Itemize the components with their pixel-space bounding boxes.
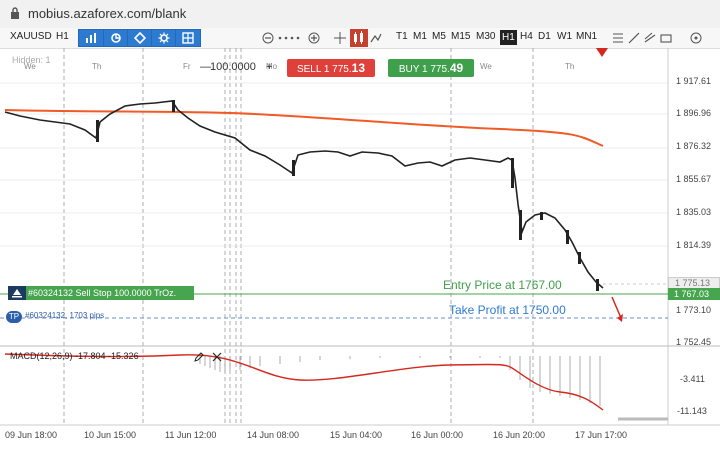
buy-price-big: 49 — [449, 61, 464, 75]
scroll-marker-icon — [596, 48, 608, 57]
lock-icon — [11, 7, 19, 19]
browser-address-bar: mobius.azaforex.com/blank — [0, 0, 720, 29]
crosshair-icon[interactable] — [334, 32, 346, 44]
tf-H4[interactable]: H4 — [520, 31, 533, 42]
channel-icon[interactable] — [644, 32, 656, 44]
price-tick: 1 896.96 — [676, 108, 712, 118]
trendline-icon[interactable] — [628, 32, 640, 44]
macd-histogram — [199, 356, 601, 406]
macd-tick: -11.143 — [677, 406, 707, 416]
day-label-we2: We — [480, 62, 492, 71]
price-tick: 1 876.32 — [676, 141, 712, 151]
tf-M15[interactable]: M15 — [451, 31, 471, 42]
time-tick: 09 Jun 18:00 — [5, 430, 58, 440]
diamond-icon — [134, 32, 146, 44]
grid-button[interactable] — [175, 29, 201, 47]
grid-icon — [182, 32, 194, 44]
tf-T1[interactable]: T1 — [396, 31, 408, 42]
pencil-icon[interactable] — [194, 352, 204, 362]
tf-M1[interactable]: M1 — [413, 31, 427, 42]
macd-signal-line — [4, 353, 604, 411]
tf-MN1[interactable]: MN1 — [576, 31, 598, 42]
price-tick: 1 855.67 — [676, 174, 712, 184]
hidden-label: Hidden: 1 — [12, 55, 51, 65]
symbol-label[interactable]: XAUUSD — [10, 31, 52, 42]
chart-type-button[interactable] — [78, 29, 104, 47]
time-tick: 16 Jun 00:00 — [411, 430, 464, 440]
zoom-out-icon[interactable] — [262, 32, 274, 44]
tf-D1[interactable]: D1 — [538, 31, 551, 42]
entry-arrow — [611, 296, 622, 319]
zoom-in-icon[interactable] — [308, 32, 320, 44]
tf-M30[interactable]: M30 — [476, 31, 496, 42]
url-text[interactable]: mobius.azaforex.com/blank — [28, 6, 187, 21]
tf-M5[interactable]: M5 — [432, 31, 446, 42]
price-chart[interactable] — [0, 48, 720, 449]
price-tick: 1 773.10 — [676, 305, 712, 315]
rectangle-icon[interactable] — [660, 32, 672, 44]
moving-average-line — [4, 109, 604, 147]
day-label-we: We — [24, 62, 36, 71]
price-series — [4, 100, 604, 289]
lot-size-input[interactable]: 100.0000 — [210, 61, 256, 73]
drawing-tools-button[interactable] — [127, 29, 153, 47]
day-label-mo: Mo — [266, 62, 278, 71]
order-price-badge: 1 767.03 — [668, 288, 720, 300]
order-icon[interactable] — [8, 286, 26, 300]
bar-chart-icon — [86, 33, 96, 43]
tp-info: #60324132, 1703 pips — [25, 311, 105, 320]
sell-button[interactable]: SELL 1 775.13 — [287, 59, 375, 77]
gear-icon — [158, 32, 170, 44]
macd-label: MACD(12,26,9) -17.804 -15.326 — [10, 351, 139, 361]
order-label[interactable]: #60324132 Sell Stop 100.0000 TrOz. — [8, 286, 194, 300]
macd-tick: -3.411 — [680, 374, 705, 384]
line-mode-icon[interactable] — [370, 32, 382, 44]
sell-price-small: 1 775. — [323, 64, 352, 75]
timeframe-label[interactable]: H1 — [56, 31, 69, 42]
buy-button[interactable]: BUY 1 775.49 — [388, 59, 474, 77]
price-tick: 1 814.39 — [676, 240, 712, 250]
sell-price-big: 13 — [351, 61, 366, 75]
lot-minus-button[interactable]: — — [200, 61, 211, 73]
fibonacci-icon[interactable] — [612, 32, 624, 44]
price-tick: 1 752.45 — [676, 337, 712, 347]
tf-W1[interactable]: W1 — [557, 31, 572, 42]
buy-price-small: 1 775. — [422, 64, 450, 75]
price-grid — [0, 82, 668, 247]
settings-button[interactable] — [151, 29, 177, 47]
close-icon[interactable] — [212, 352, 222, 362]
arrow-head-icon — [617, 314, 623, 322]
indicators-button[interactable] — [103, 29, 129, 47]
zoom-slider-icon[interactable] — [278, 36, 304, 40]
time-tick: 17 Jun 17:00 — [575, 430, 628, 440]
lot-plus-button[interactable]: + — [266, 61, 273, 73]
time-tick: 16 Jun 20:00 — [493, 430, 546, 440]
time-tick: 14 Jun 08:00 — [247, 430, 300, 440]
candle-bodies — [96, 100, 599, 291]
time-tick: 11 Jun 12:00 — [165, 430, 217, 440]
time-tick: 15 Jun 04:00 — [330, 430, 383, 440]
take-profit-annotation: Take Profit at 1750.00 — [449, 303, 566, 317]
indicators-icon — [111, 33, 121, 43]
tp-badge[interactable]: TP — [6, 311, 22, 323]
price-tick: 1 835.03 — [676, 207, 712, 217]
day-label-th2: Th — [565, 62, 575, 71]
day-label-th: Th — [92, 62, 102, 71]
sell-label: SELL — [296, 64, 322, 75]
tf-H1[interactable]: H1 — [500, 30, 517, 45]
candles-mode-icon[interactable] — [350, 29, 368, 47]
chart-toolbar: XAUUSD H1 T1 M1 M5 M15 M30 H1 H4 D1 W1 M… — [0, 28, 720, 49]
buy-label: BUY — [398, 64, 420, 75]
time-tick: 10 Jun 15:00 — [84, 430, 137, 440]
target-icon[interactable] — [690, 32, 702, 44]
day-label-fr: Fr — [183, 62, 191, 71]
price-tick: 1 917.61 — [676, 76, 712, 86]
sell-stop-icon — [12, 289, 22, 298]
lot-size-control: — 100.0000 + — [200, 58, 280, 76]
entry-price-annotation: Entry Price at 1767.00 — [443, 278, 562, 292]
